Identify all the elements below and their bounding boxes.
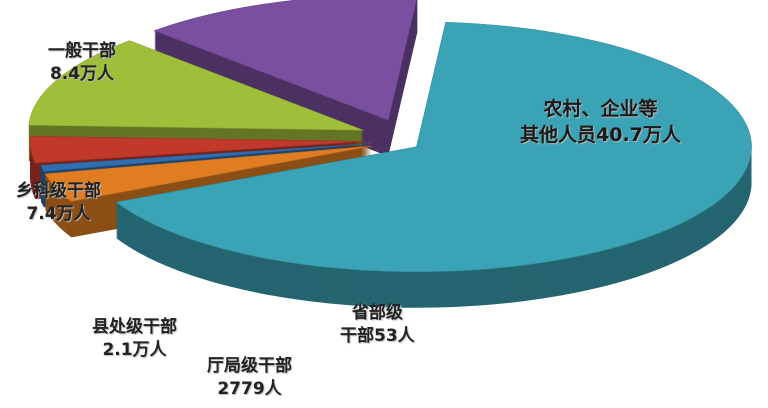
slice-top bbox=[40, 143, 371, 172]
label-bureau-line1: 厅局级干部 bbox=[207, 356, 292, 376]
label-county-line1: 县处级干部 bbox=[92, 317, 177, 337]
label-township-line1: 乡科级干部 bbox=[16, 181, 101, 201]
slice-5 bbox=[153, 0, 418, 157]
slice-top bbox=[153, 0, 417, 121]
label-provincial: 省部级 干部53人 bbox=[340, 302, 415, 348]
label-township: 乡科级干部 7.4万人 bbox=[16, 180, 101, 226]
slice-top bbox=[29, 136, 366, 164]
slice-0 bbox=[115, 21, 752, 308]
label-provincial-line2: 干部53人 bbox=[340, 326, 415, 346]
slice-top bbox=[44, 145, 372, 202]
label-general: 一般干部 8.4万人 bbox=[48, 40, 116, 86]
label-county: 县处级干部 2.1万人 bbox=[92, 316, 177, 362]
label-rural-line2: 其他人员40.7万人 bbox=[520, 124, 681, 146]
label-provincial-line1: 省部级 bbox=[351, 303, 403, 323]
slice-top bbox=[115, 21, 752, 273]
label-general-line2: 8.4万人 bbox=[49, 64, 115, 84]
label-bureau: 厅局级干部 2779人 bbox=[207, 355, 292, 401]
label-general-line1: 一般干部 bbox=[48, 41, 116, 61]
slice-top bbox=[28, 40, 364, 131]
label-township-line2: 7.4万人 bbox=[26, 204, 91, 224]
label-bureau-line2: 2779人 bbox=[217, 379, 282, 399]
label-rural-line1: 农村、企业等 bbox=[543, 98, 658, 120]
label-rural: 农村、企业等 其他人员40.7万人 bbox=[520, 96, 681, 148]
slice-side bbox=[40, 145, 371, 174]
slice-side bbox=[40, 144, 371, 173]
label-county-line2: 2.1万人 bbox=[102, 340, 167, 360]
slice-4 bbox=[28, 40, 364, 167]
